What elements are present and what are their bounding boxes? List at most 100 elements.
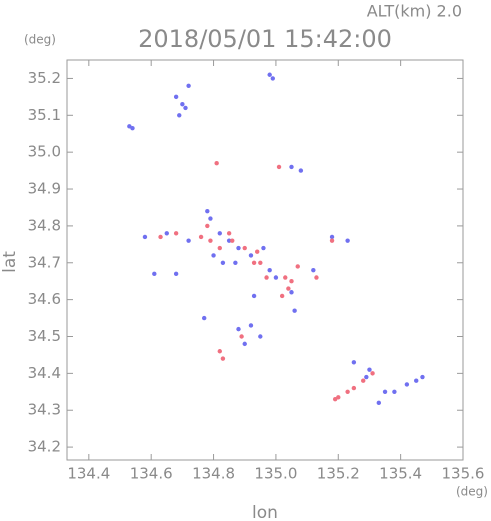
point (286, 286, 291, 291)
chart-title: 2018/05/01 15:42:00 (138, 25, 392, 53)
y-tick-label: 34.4 (28, 364, 61, 382)
point (279, 293, 285, 299)
point (130, 126, 135, 131)
point (164, 231, 169, 236)
point (311, 267, 316, 273)
point (242, 341, 247, 347)
point (345, 389, 350, 394)
point (173, 94, 179, 100)
y-tick-label: 34.3 (28, 401, 61, 419)
y-axis-label: lat (0, 251, 20, 273)
point (226, 238, 232, 243)
x-axis-label: lon (252, 503, 278, 521)
point (329, 238, 335, 243)
point (376, 400, 382, 406)
x-tick-label: 135.6 (442, 465, 485, 483)
point (217, 231, 222, 236)
x-tick-label: 135.2 (317, 465, 360, 483)
point (351, 385, 357, 391)
point (251, 260, 257, 265)
point (201, 315, 207, 321)
y-tick-label: 34.9 (28, 180, 61, 198)
point (420, 374, 425, 380)
point (217, 245, 222, 251)
point (414, 378, 419, 383)
point (226, 231, 232, 236)
point (336, 395, 341, 400)
point (205, 208, 210, 214)
point (173, 271, 179, 277)
point (361, 378, 366, 383)
x-tick-label: 135.0 (254, 465, 297, 483)
point (233, 260, 238, 265)
point (370, 371, 375, 376)
point (220, 356, 226, 361)
point (214, 161, 219, 166)
point (211, 253, 216, 258)
point (258, 260, 263, 265)
point (248, 323, 254, 328)
x-unit: (deg) (456, 485, 488, 499)
point (186, 83, 191, 89)
point (364, 374, 369, 380)
point (367, 367, 372, 372)
point (183, 105, 188, 111)
point (289, 290, 294, 295)
chart-subtitle: ALT(km) 2.0 (367, 2, 462, 21)
point (152, 271, 157, 277)
point (289, 164, 294, 170)
point (270, 76, 275, 81)
y-tick-label: 34.7 (28, 253, 61, 271)
point (251, 293, 257, 299)
x-tick-label: 134.4 (67, 465, 110, 483)
point (345, 238, 350, 243)
point (329, 234, 335, 240)
y-tick-label: 34.6 (28, 290, 61, 308)
point (230, 238, 235, 243)
point (267, 72, 272, 77)
point (351, 360, 357, 365)
y-tick-label: 35.0 (28, 143, 61, 161)
point (158, 234, 163, 240)
point (248, 253, 254, 258)
point (242, 245, 247, 251)
x-tick-label: 134.6 (130, 465, 173, 483)
point (295, 264, 300, 269)
plot-frame (66, 59, 464, 461)
point (283, 275, 288, 280)
y-tick-label: 34.2 (28, 438, 61, 456)
point (276, 164, 282, 170)
point (208, 238, 213, 243)
y-tick-label: 35.2 (28, 69, 61, 87)
point (208, 216, 213, 221)
point (236, 245, 241, 251)
point (292, 308, 297, 313)
point (382, 389, 388, 394)
point (264, 275, 269, 280)
point (289, 278, 294, 284)
point (180, 102, 185, 107)
point (142, 234, 148, 240)
point (177, 113, 182, 118)
point (404, 382, 410, 387)
point (217, 349, 222, 354)
point (198, 234, 204, 240)
point (392, 389, 397, 394)
y-tick-label: 34.5 (28, 327, 61, 345)
point (205, 223, 210, 229)
x-tick-label: 134.8 (192, 465, 235, 483)
point (236, 326, 241, 332)
x-tick-label: 135.4 (379, 465, 422, 483)
point (173, 231, 179, 236)
point (258, 334, 263, 339)
y-unit: (deg) (24, 33, 56, 47)
y-tick-label: 35.1 (28, 106, 61, 124)
point (186, 238, 191, 243)
point (220, 260, 226, 265)
y-tick-label: 34.8 (28, 216, 61, 234)
point (267, 267, 272, 273)
point (239, 334, 244, 339)
point (261, 245, 266, 251)
point (314, 275, 319, 280)
